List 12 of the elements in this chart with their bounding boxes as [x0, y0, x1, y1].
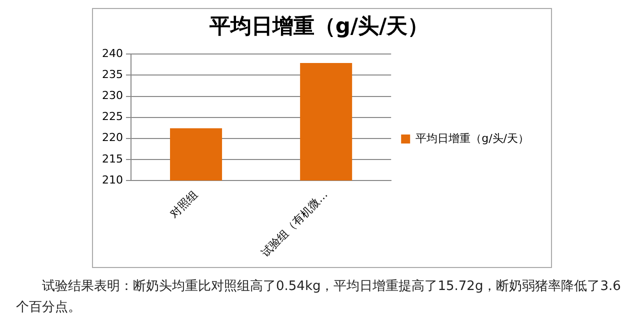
x-tick-label: 对照组 [168, 188, 200, 221]
y-tick-label: 220 [102, 131, 123, 144]
y-tick-label: 240 [102, 47, 123, 60]
y-tick-label: 215 [102, 152, 123, 166]
y-tick-label: 210 [102, 173, 123, 186]
legend-label: 平均日增重（g/头/天） [416, 132, 530, 145]
chart-title: 平均日增重（g/头/天） [208, 14, 429, 38]
text: 试验结果表明：断奶头均重比对照组高了0.54kg，平均日增重提高了15.72g，断奶弱猪率降低了3.6个百分点。 [16, 278, 622, 317]
x-tick-label: 试验组（有机微… [258, 188, 330, 260]
y-tick-label: 225 [102, 110, 123, 124]
y-tick-label: 230 [102, 89, 123, 102]
y-tick-label: 235 [102, 68, 123, 82]
